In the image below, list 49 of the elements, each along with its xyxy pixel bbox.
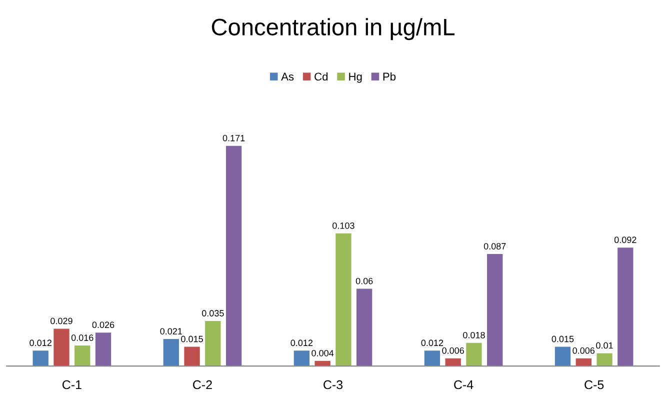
legend-label: Pb [383, 72, 396, 81]
legend-label: Cd [314, 72, 328, 81]
bar [226, 146, 242, 366]
bar [32, 350, 48, 366]
data-label: 0.006 [572, 347, 595, 354]
data-label: 0.087 [484, 243, 506, 250]
data-label: 0.012 [290, 340, 313, 346]
bar [356, 288, 372, 366]
bar [184, 346, 200, 366]
data-label: 0.016 [71, 334, 94, 341]
data-label: 0.026 [92, 322, 114, 328]
bar [487, 254, 503, 366]
data-label: 0.006 [442, 347, 464, 354]
x-tick-label: C-3 [324, 380, 343, 390]
chart-title: Concentration in µg/mL [212, 18, 455, 40]
bar [466, 342, 482, 366]
data-label: 0.092 [614, 236, 636, 244]
data-label: 0.103 [332, 222, 354, 229]
bar [554, 346, 571, 366]
data-label: 0.015 [552, 336, 574, 342]
bar [424, 350, 440, 366]
x-tick-label: C-4 [454, 380, 474, 390]
bar [74, 345, 90, 366]
bar [205, 321, 221, 366]
data-label: 0.012 [421, 340, 444, 346]
data-label: 0.015 [181, 336, 203, 342]
data-label: 0.035 [202, 310, 224, 316]
data-label: 0.029 [50, 318, 72, 324]
data-label: 0.018 [463, 332, 485, 338]
data-label: 0.012 [30, 340, 52, 346]
data-label: 0.021 [160, 328, 182, 334]
bar [618, 248, 634, 366]
bar [294, 350, 310, 366]
bar [596, 353, 612, 366]
x-tick-label: C-2 [193, 380, 212, 390]
x-tick-label: C-1 [62, 380, 82, 390]
data-label: 0.004 [312, 350, 334, 356]
x-tick-label: C-5 [584, 380, 604, 390]
bar [576, 358, 592, 366]
bar [54, 328, 70, 366]
bar [163, 339, 179, 366]
legend-label: As [281, 72, 294, 81]
data-label: 0.171 [222, 134, 245, 142]
data-label: 0.06 [356, 278, 373, 284]
legend-label: Hg [349, 72, 362, 83]
bar [445, 358, 461, 366]
bar [336, 233, 352, 366]
bar [95, 332, 112, 366]
data-label: 0.01 [596, 342, 613, 349]
